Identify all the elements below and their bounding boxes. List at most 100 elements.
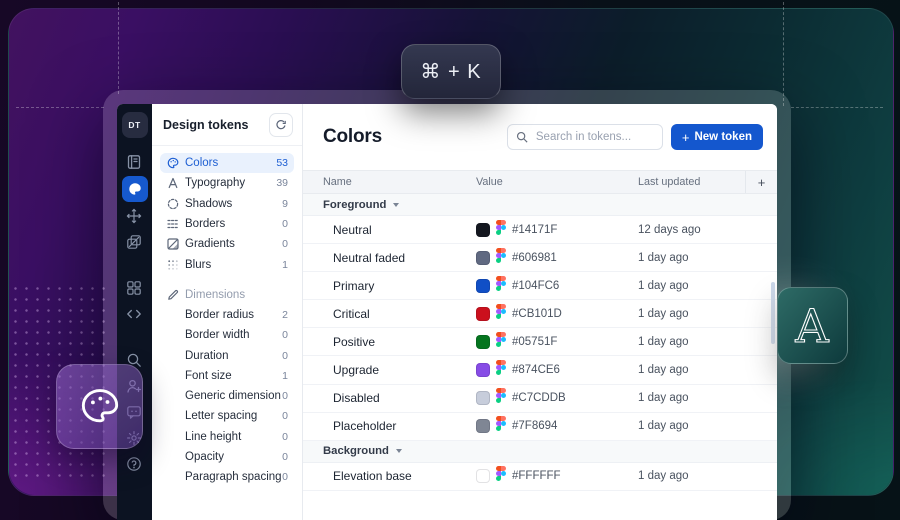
- shortcut-text: ⌘ + K: [420, 61, 482, 83]
- sidebar-item-blurs[interactable]: Blurs 1: [160, 254, 294, 274]
- sidebar-item-line-height[interactable]: Line height 0: [160, 427, 294, 447]
- token-count-badge: 0: [282, 390, 288, 403]
- sidebar-item-label: Gradients: [185, 238, 235, 251]
- figma-icon: [496, 360, 506, 380]
- icon-rail: DT: [117, 104, 152, 520]
- sidebar-item-opacity[interactable]: Opacity 0: [160, 447, 294, 467]
- sidebar-item-border-radius[interactable]: Border radius 2: [160, 305, 294, 325]
- sidebar-item-label: Border width: [185, 329, 250, 342]
- group-header-background[interactable]: Background: [303, 440, 777, 463]
- token-name: Critical: [333, 306, 370, 321]
- figma-icon: [496, 466, 506, 486]
- last-updated: 1 day ago: [638, 307, 689, 320]
- color-swatch: [476, 363, 490, 378]
- sidebar-item-typography[interactable]: Typography 39: [160, 173, 294, 193]
- table-row-critical[interactable]: Critical #CB101D 1 day ago: [303, 300, 777, 329]
- last-updated: 1 day ago: [638, 420, 689, 433]
- svg-text:A: A: [794, 299, 829, 353]
- sidebar-item-borders[interactable]: Borders 0: [160, 214, 294, 234]
- sidebar-item-paragraph-spacing[interactable]: Paragraph spacing 0: [160, 467, 294, 487]
- hex-value: #104FC6: [512, 279, 560, 292]
- sidebar-item-letter-spacing[interactable]: Letter spacing 0: [160, 406, 294, 426]
- table-row-placeholder[interactable]: Placeholder #7F8694 1 day ago: [303, 413, 777, 441]
- token-count-badge: 1: [282, 369, 288, 382]
- token-name: Neutral faded: [333, 250, 406, 265]
- palette-icon: [81, 388, 118, 422]
- token-count-badge: 0: [282, 349, 288, 362]
- column-header-updated[interactable]: Last updated: [638, 176, 701, 188]
- workspace-logo[interactable]: DT: [121, 112, 148, 138]
- color-swatch: [476, 419, 490, 434]
- sidebar-title: Design tokens: [163, 117, 249, 132]
- move-icon[interactable]: [122, 204, 146, 228]
- sidebar-item-duration[interactable]: Duration 0: [160, 345, 294, 365]
- token-count-badge: 0: [282, 471, 288, 484]
- search-icon: [516, 131, 528, 143]
- components-icon[interactable]: [122, 276, 146, 300]
- add-column-button[interactable]: +: [745, 171, 777, 193]
- sidebar-item-generic-dimension[interactable]: Generic dimension 0: [160, 386, 294, 406]
- main-panel: Colors + New token Name Value Last updat…: [303, 104, 777, 520]
- dashed-guide-line: [783, 2, 784, 106]
- page-title: Colors: [323, 126, 382, 147]
- border-icon: [166, 218, 179, 230]
- sidebar-item-label: Colors: [185, 157, 219, 170]
- group-name: Background: [323, 445, 389, 458]
- figma-icon: [496, 247, 506, 268]
- table-row-neutral-faded[interactable]: Neutral faded #606981 1 day ago: [303, 244, 777, 273]
- shadow-icon: [166, 198, 179, 210]
- color-swatch: [476, 469, 490, 484]
- app-frame: DT Design tokens Colors 53 Typography 39…: [117, 104, 777, 520]
- color-swatch: [476, 222, 490, 237]
- token-value: #104FC6: [476, 275, 638, 296]
- journal-icon[interactable]: [122, 150, 146, 174]
- table-row-elevation-base[interactable]: Elevation base #FFFFFF 1 day ago: [303, 463, 777, 491]
- hex-value: #C7CDDB: [512, 392, 566, 405]
- last-updated: 1 day ago: [638, 392, 689, 405]
- search-input[interactable]: [533, 130, 654, 144]
- table-row-positive[interactable]: Positive #05751F 1 day ago: [303, 328, 777, 357]
- last-updated: 1 day ago: [638, 364, 689, 377]
- search-icon[interactable]: [122, 348, 146, 372]
- token-count-badge: 9: [282, 197, 288, 210]
- figma-icon: [496, 416, 506, 436]
- table-row-primary[interactable]: Primary #104FC6 1 day ago: [303, 272, 777, 301]
- token-count-badge: 1: [282, 258, 288, 271]
- refresh-button[interactable]: [269, 112, 293, 137]
- figma-icon: [496, 219, 506, 240]
- serif-a-icon: A: [794, 298, 830, 353]
- sidebar-item-border-width[interactable]: Border width 0: [160, 325, 294, 345]
- color-swatch: [476, 306, 490, 321]
- hex-value: #874CE6: [512, 364, 560, 377]
- sidebar-header: Design tokens: [152, 104, 302, 146]
- sidebar-item-label: Shadows: [185, 197, 233, 210]
- token-count-badge: 0: [282, 451, 288, 463]
- help-icon[interactable]: [122, 452, 146, 476]
- token-count-badge: 53: [276, 157, 288, 170]
- sidebar-item-colors[interactable]: Colors 53: [160, 153, 294, 174]
- search-box[interactable]: [506, 124, 663, 150]
- token-name: Placeholder: [333, 419, 397, 434]
- sidebar-item-gradients[interactable]: Gradients 0: [160, 234, 294, 254]
- table-row-disabled[interactable]: Disabled #C7CDDB 1 day ago: [303, 385, 777, 413]
- token-value: #7F8694: [476, 416, 638, 436]
- sidebar-item-label: Letter spacing: [185, 410, 258, 423]
- column-header-value[interactable]: Value: [476, 176, 503, 188]
- table-row-neutral[interactable]: Neutral #14171F 12 days ago: [303, 216, 777, 245]
- scrollbar[interactable]: [771, 282, 775, 344]
- sidebar-item-font-size[interactable]: Font size 1: [160, 366, 294, 386]
- token-count-badge: 0: [282, 430, 288, 443]
- group-header-foreground[interactable]: Foreground: [303, 194, 777, 216]
- sidebar-item-label: Duration: [185, 349, 229, 362]
- token-value: #05751F: [476, 331, 638, 352]
- app-logo-icon[interactable]: [121, 176, 148, 202]
- column-header-name[interactable]: Name: [323, 176, 352, 188]
- sidebar-item-shadows[interactable]: Shadows 9: [160, 194, 294, 214]
- code-icon[interactable]: [122, 302, 146, 326]
- token-value: #606981: [476, 247, 638, 268]
- token-count-badge: 39: [276, 177, 288, 190]
- new-token-button[interactable]: + New token: [670, 124, 763, 150]
- sidebar-item-label: Border radius: [185, 308, 255, 321]
- table-row-upgrade[interactable]: Upgrade #874CE6 1 day ago: [303, 356, 777, 385]
- layers-icon[interactable]: [122, 230, 146, 254]
